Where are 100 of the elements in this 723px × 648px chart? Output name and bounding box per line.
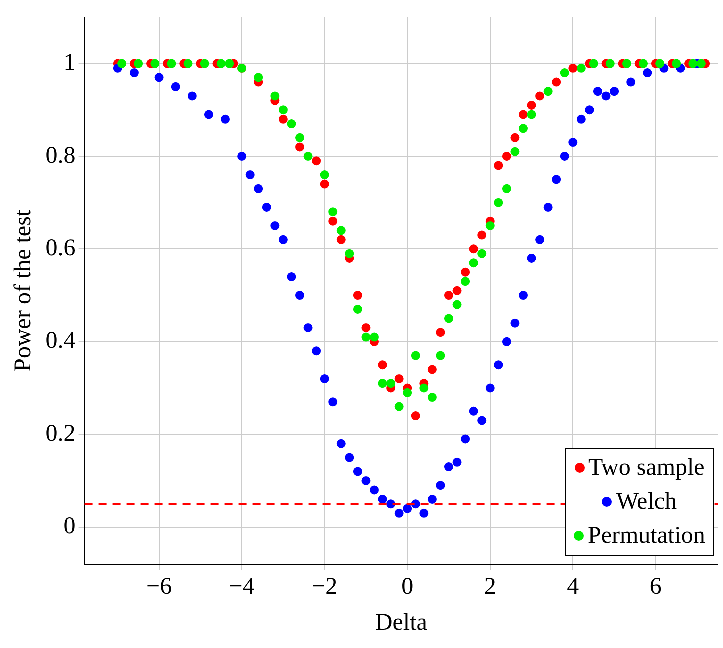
point: [643, 68, 652, 78]
point: [428, 365, 437, 374]
point: [518, 291, 528, 300]
point: [353, 291, 362, 300]
point: [328, 208, 338, 217]
point: [436, 328, 446, 338]
point: [130, 68, 139, 78]
point: [304, 323, 313, 332]
point: [552, 78, 562, 87]
point: [296, 133, 305, 142]
point: [362, 323, 371, 332]
point: [452, 286, 462, 296]
point: [134, 59, 144, 68]
point: [626, 78, 636, 87]
point: [518, 124, 528, 134]
point: [560, 152, 570, 161]
point: [353, 467, 362, 476]
point: [486, 384, 495, 393]
point: [167, 59, 176, 68]
x-tick-label: 4: [567, 574, 580, 600]
point: [328, 216, 338, 226]
y-tick-label: 0.8: [46, 142, 76, 169]
point: [362, 332, 371, 342]
point: [320, 374, 330, 384]
point: [585, 106, 594, 115]
point: [510, 133, 520, 142]
y-tick-label: 1: [64, 50, 76, 76]
point: [370, 486, 379, 495]
point: [420, 384, 429, 393]
y-tick-label: 0.2: [46, 420, 76, 447]
point: [278, 106, 288, 115]
point: [287, 272, 296, 282]
point: [304, 152, 313, 161]
point: [576, 64, 586, 73]
point: [394, 374, 404, 384]
point: [345, 249, 354, 258]
point: [188, 92, 197, 101]
point: [378, 495, 388, 504]
point: [278, 114, 288, 124]
point: [370, 332, 379, 342]
x-tick-label: −2: [312, 574, 338, 600]
point: [593, 87, 602, 96]
point: [688, 59, 698, 68]
point: [320, 170, 330, 180]
point: [568, 64, 578, 73]
point: [469, 244, 478, 254]
x-tick-label: −4: [229, 574, 255, 600]
x-axis-title: Delta: [375, 610, 428, 636]
point: [444, 291, 454, 300]
point: [461, 277, 470, 286]
point: [552, 175, 562, 184]
point: [411, 412, 420, 421]
point: [428, 393, 437, 402]
point: [216, 59, 226, 68]
point: [494, 161, 504, 170]
x-tick-label: −6: [146, 574, 172, 600]
legend-label: Two sample: [588, 454, 705, 484]
point: [428, 495, 437, 504]
point: [312, 156, 322, 166]
point: [394, 402, 404, 412]
point: [353, 304, 362, 314]
point: [469, 406, 478, 416]
point: [452, 458, 462, 467]
point: [510, 318, 520, 328]
point: [296, 291, 305, 300]
point: [118, 59, 127, 68]
point: [345, 453, 354, 462]
point: [494, 198, 504, 208]
point: [568, 138, 578, 148]
point: [378, 379, 388, 388]
legend-label: Permutation: [588, 522, 706, 552]
point: [478, 230, 487, 240]
point: [411, 351, 420, 360]
point: [544, 87, 553, 96]
y-tick-label: 0: [64, 514, 76, 540]
point: [336, 439, 346, 448]
point: [527, 100, 536, 110]
point: [403, 504, 412, 514]
point: [328, 398, 338, 407]
point: [386, 500, 396, 509]
point: [254, 184, 264, 194]
point: [622, 59, 632, 68]
point: [225, 59, 234, 68]
point: [502, 152, 512, 161]
point: [270, 222, 280, 230]
y-tick-label: 0.4: [46, 328, 76, 354]
point: [589, 59, 598, 68]
point: [270, 92, 280, 101]
point: [238, 152, 247, 161]
point: [184, 59, 193, 68]
point: [576, 114, 586, 124]
point: [696, 59, 706, 68]
point: [602, 92, 611, 101]
point: [544, 202, 553, 212]
point: [452, 300, 462, 310]
point: [336, 226, 346, 236]
point: [362, 476, 371, 486]
point: [486, 222, 495, 230]
point: [436, 351, 446, 360]
point: [478, 416, 487, 426]
